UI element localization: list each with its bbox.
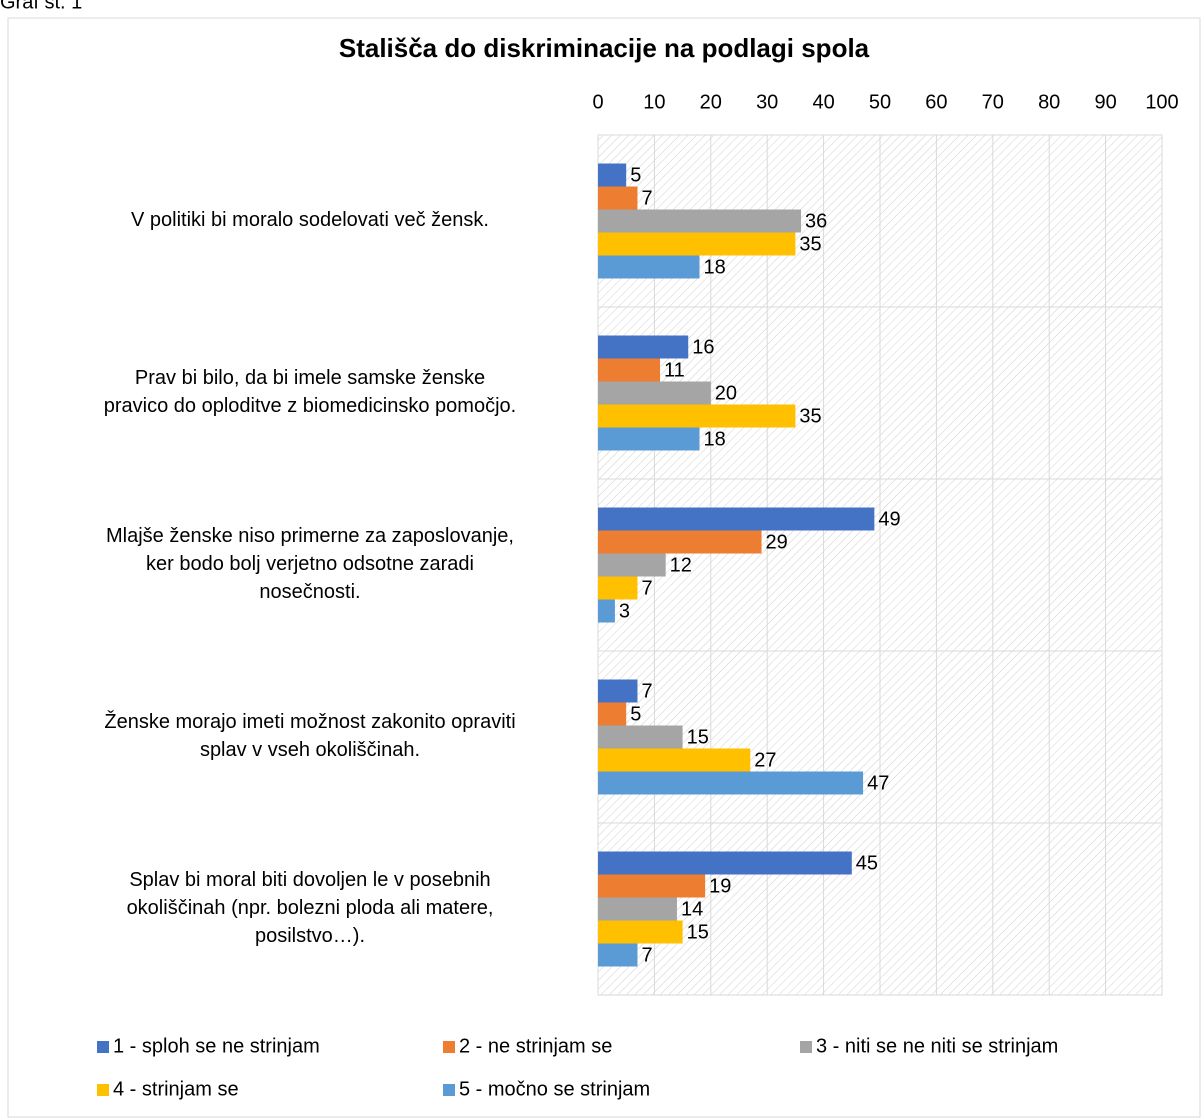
legend-swatch [443, 1084, 455, 1096]
bar [598, 404, 796, 428]
bar [598, 874, 706, 898]
bar [598, 725, 683, 749]
data-label: 12 [670, 554, 692, 576]
data-label: 7 [641, 187, 652, 209]
data-label: 45 [856, 852, 878, 874]
bar [598, 427, 700, 451]
data-label: 11 [664, 359, 685, 381]
category-label: V politiki bi moralo sodelovati več žens… [131, 209, 489, 231]
data-label: 18 [704, 428, 726, 450]
x-tick-label: 20 [700, 91, 722, 113]
x-tick-label: 90 [1094, 91, 1116, 113]
category-label: Mlajše ženske niso primerne za zaposlova… [106, 525, 514, 603]
category-label: Ženske morajo imeti možnost zakonito opr… [104, 710, 515, 761]
data-label: 15 [687, 726, 709, 748]
data-label: 5 [630, 703, 641, 725]
bar [598, 186, 638, 210]
data-label: 20 [715, 382, 737, 404]
category-label: Prav bi bilo, da bi imele samske ženske p… [104, 367, 516, 417]
data-label: 27 [754, 749, 776, 771]
data-label: 19 [709, 875, 731, 897]
legend-swatch [443, 1041, 455, 1053]
data-label: 35 [799, 233, 821, 255]
bar [598, 255, 700, 279]
data-label: 18 [704, 256, 726, 278]
data-label: 3 [619, 600, 630, 622]
data-label: 7 [641, 944, 652, 966]
bar [598, 530, 762, 554]
data-label: 36 [805, 210, 827, 232]
bar [598, 771, 864, 795]
data-label: 49 [878, 508, 900, 530]
x-tick-label: 30 [756, 91, 778, 113]
bar [598, 232, 796, 256]
x-tick-label: 100 [1145, 91, 1178, 113]
x-tick-label: 60 [925, 91, 947, 113]
data-label: 14 [681, 898, 703, 920]
x-tick-label: 80 [1038, 91, 1060, 113]
x-tick-label: 70 [982, 91, 1004, 113]
legend-swatch [97, 1041, 109, 1053]
bar [598, 897, 677, 921]
x-tick-label: 0 [592, 91, 603, 113]
x-tick-label: 50 [869, 91, 891, 113]
bar [598, 920, 683, 944]
legend-label: 1 - sploh se ne strinjam [113, 1035, 320, 1057]
bar [598, 163, 627, 187]
bar [598, 851, 852, 875]
data-label: 15 [687, 921, 709, 943]
bar [598, 553, 666, 577]
legend-swatch [97, 1084, 109, 1096]
bar [598, 358, 661, 382]
x-tick-label: 10 [643, 91, 665, 113]
legend-label: 3 - niti se ne niti se strinjam [816, 1035, 1058, 1057]
data-label: 7 [641, 680, 652, 702]
data-label: 29 [766, 531, 788, 553]
legend-label: 5 - močno se strinjam [459, 1078, 650, 1100]
bar [598, 748, 751, 772]
data-label: 47 [867, 772, 889, 794]
data-label: 7 [641, 577, 652, 599]
category-label: Splav bi moral biti dovoljen le v posebn… [127, 869, 494, 947]
legend-swatch [800, 1041, 812, 1053]
bar [598, 943, 638, 967]
legend-label: 2 - ne strinjam se [459, 1035, 612, 1057]
bar [598, 576, 638, 600]
chart-title: Stališča do diskriminacije na podlagi sp… [339, 33, 870, 63]
x-tick-label: 40 [812, 91, 834, 113]
bar [598, 335, 689, 359]
bar [598, 599, 615, 623]
bar [598, 209, 802, 233]
bar [598, 381, 711, 405]
legend-label: 4 - strinjam se [113, 1078, 239, 1100]
data-label: 16 [692, 336, 714, 358]
bar [598, 679, 638, 703]
data-label: 35 [799, 405, 821, 427]
bar [598, 507, 875, 531]
data-label: 5 [630, 164, 641, 186]
caption: Graf št. 1 [0, 0, 82, 13]
bar [598, 702, 627, 726]
